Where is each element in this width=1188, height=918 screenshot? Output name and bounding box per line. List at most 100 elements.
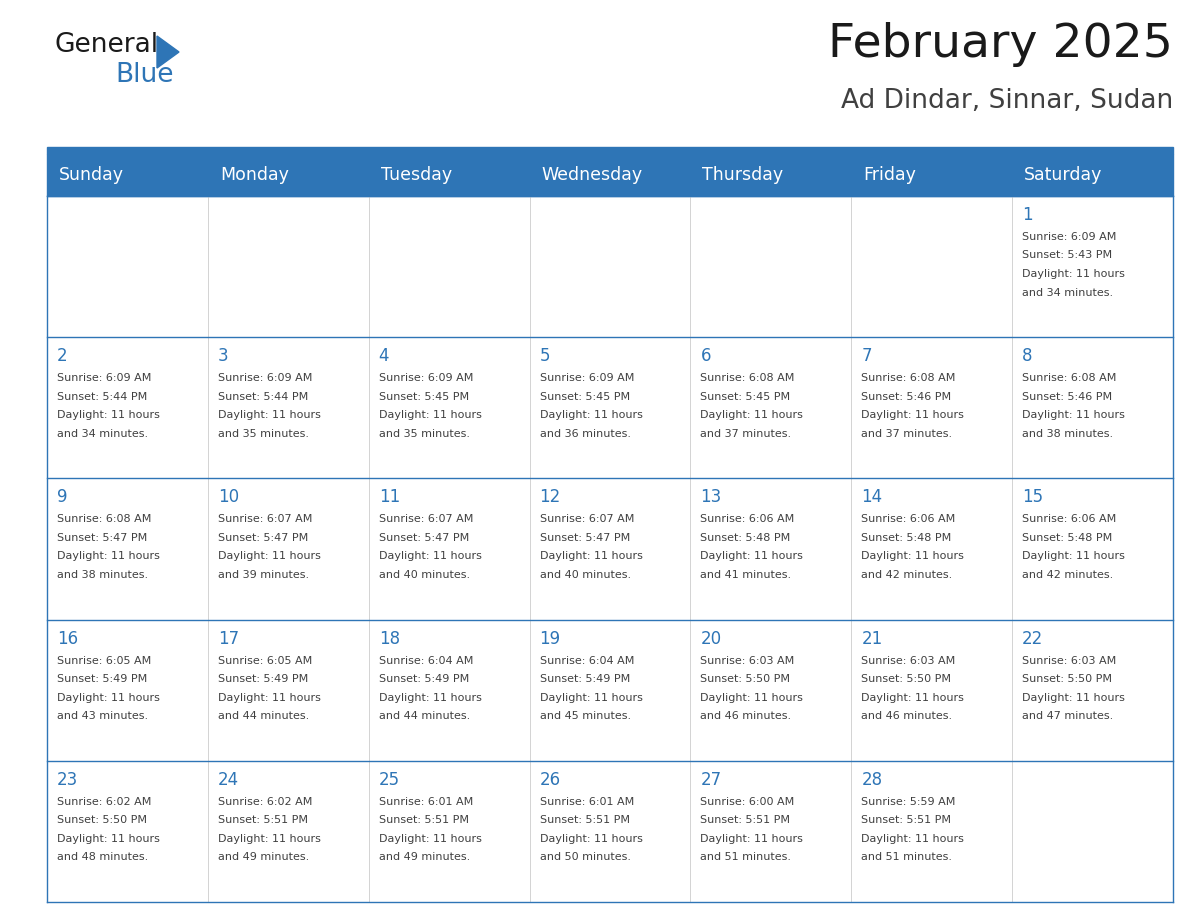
Text: and 37 minutes.: and 37 minutes. bbox=[861, 429, 953, 439]
Text: and 38 minutes.: and 38 minutes. bbox=[1022, 429, 1113, 439]
Bar bbox=[208, 761, 368, 902]
Bar bbox=[48, 478, 208, 620]
Text: Daylight: 11 hours: Daylight: 11 hours bbox=[217, 834, 321, 844]
Bar bbox=[368, 620, 530, 761]
Text: and 38 minutes.: and 38 minutes. bbox=[57, 570, 148, 580]
Text: and 51 minutes.: and 51 minutes. bbox=[861, 852, 953, 862]
Text: Daylight: 11 hours: Daylight: 11 hours bbox=[217, 552, 321, 562]
Text: Saturday: Saturday bbox=[1024, 166, 1102, 184]
Text: and 44 minutes.: and 44 minutes. bbox=[217, 711, 309, 722]
Text: 12: 12 bbox=[539, 488, 561, 507]
Bar bbox=[852, 196, 1012, 337]
Text: and 35 minutes.: and 35 minutes. bbox=[379, 429, 469, 439]
Text: Sunset: 5:49 PM: Sunset: 5:49 PM bbox=[57, 674, 147, 684]
Text: 15: 15 bbox=[1022, 488, 1043, 507]
Text: Sunrise: 6:06 AM: Sunrise: 6:06 AM bbox=[1022, 514, 1117, 524]
Text: Daylight: 11 hours: Daylight: 11 hours bbox=[701, 552, 803, 562]
Bar bbox=[1012, 478, 1173, 620]
Text: Sunrise: 6:05 AM: Sunrise: 6:05 AM bbox=[57, 655, 151, 666]
Text: and 46 minutes.: and 46 minutes. bbox=[861, 711, 953, 722]
Text: Sunset: 5:47 PM: Sunset: 5:47 PM bbox=[57, 533, 147, 543]
Text: 17: 17 bbox=[217, 630, 239, 647]
Text: 7: 7 bbox=[861, 347, 872, 365]
Text: and 43 minutes.: and 43 minutes. bbox=[57, 711, 148, 722]
Text: and 36 minutes.: and 36 minutes. bbox=[539, 429, 631, 439]
Bar bbox=[1012, 620, 1173, 761]
Text: Tuesday: Tuesday bbox=[380, 166, 451, 184]
Text: Daylight: 11 hours: Daylight: 11 hours bbox=[861, 552, 965, 562]
Text: 2: 2 bbox=[57, 347, 68, 365]
Text: and 48 minutes.: and 48 minutes. bbox=[57, 852, 148, 862]
Bar bbox=[690, 337, 852, 478]
Bar bbox=[48, 154, 1173, 196]
Bar bbox=[208, 196, 368, 337]
Text: Friday: Friday bbox=[864, 166, 916, 184]
Text: Sunset: 5:45 PM: Sunset: 5:45 PM bbox=[701, 392, 790, 402]
Bar bbox=[1012, 761, 1173, 902]
Text: 21: 21 bbox=[861, 630, 883, 647]
Text: Sunset: 5:49 PM: Sunset: 5:49 PM bbox=[217, 674, 308, 684]
Bar bbox=[368, 196, 530, 337]
Text: Daylight: 11 hours: Daylight: 11 hours bbox=[217, 410, 321, 420]
Bar bbox=[208, 620, 368, 761]
Text: Sunrise: 6:01 AM: Sunrise: 6:01 AM bbox=[379, 797, 473, 807]
Text: 3: 3 bbox=[217, 347, 228, 365]
Text: Daylight: 11 hours: Daylight: 11 hours bbox=[539, 692, 643, 702]
Bar bbox=[208, 478, 368, 620]
Text: 11: 11 bbox=[379, 488, 400, 507]
Text: Daylight: 11 hours: Daylight: 11 hours bbox=[539, 552, 643, 562]
Text: Daylight: 11 hours: Daylight: 11 hours bbox=[701, 692, 803, 702]
Text: and 45 minutes.: and 45 minutes. bbox=[539, 711, 631, 722]
Text: Sunrise: 6:09 AM: Sunrise: 6:09 AM bbox=[217, 374, 312, 383]
Bar bbox=[852, 761, 1012, 902]
Text: 28: 28 bbox=[861, 771, 883, 789]
Text: 6: 6 bbox=[701, 347, 710, 365]
Bar bbox=[48, 337, 208, 478]
Text: 18: 18 bbox=[379, 630, 400, 647]
Text: Daylight: 11 hours: Daylight: 11 hours bbox=[701, 834, 803, 844]
Text: 13: 13 bbox=[701, 488, 721, 507]
Text: Sunrise: 6:09 AM: Sunrise: 6:09 AM bbox=[539, 374, 634, 383]
Text: and 49 minutes.: and 49 minutes. bbox=[217, 852, 309, 862]
Text: Sunrise: 6:01 AM: Sunrise: 6:01 AM bbox=[539, 797, 634, 807]
Text: Sunset: 5:51 PM: Sunset: 5:51 PM bbox=[701, 815, 790, 825]
Text: Daylight: 11 hours: Daylight: 11 hours bbox=[379, 834, 481, 844]
Text: Sunset: 5:46 PM: Sunset: 5:46 PM bbox=[1022, 392, 1112, 402]
Text: Sunrise: 6:09 AM: Sunrise: 6:09 AM bbox=[379, 374, 473, 383]
Text: and 44 minutes.: and 44 minutes. bbox=[379, 711, 470, 722]
Text: Sunrise: 6:04 AM: Sunrise: 6:04 AM bbox=[379, 655, 473, 666]
Text: Daylight: 11 hours: Daylight: 11 hours bbox=[379, 552, 481, 562]
Text: Sunset: 5:51 PM: Sunset: 5:51 PM bbox=[861, 815, 952, 825]
Bar bbox=[852, 337, 1012, 478]
Text: Sunrise: 6:00 AM: Sunrise: 6:00 AM bbox=[701, 797, 795, 807]
Text: 22: 22 bbox=[1022, 630, 1043, 647]
Text: and 37 minutes.: and 37 minutes. bbox=[701, 429, 791, 439]
Bar bbox=[852, 620, 1012, 761]
Text: Sunset: 5:50 PM: Sunset: 5:50 PM bbox=[1022, 674, 1112, 684]
Text: Sunset: 5:44 PM: Sunset: 5:44 PM bbox=[57, 392, 147, 402]
Text: Sunrise: 6:08 AM: Sunrise: 6:08 AM bbox=[1022, 374, 1117, 383]
Bar bbox=[1012, 337, 1173, 478]
Text: and 34 minutes.: and 34 minutes. bbox=[57, 429, 148, 439]
Text: Daylight: 11 hours: Daylight: 11 hours bbox=[539, 410, 643, 420]
Text: 23: 23 bbox=[57, 771, 78, 789]
Bar bbox=[1012, 196, 1173, 337]
Text: Sunset: 5:51 PM: Sunset: 5:51 PM bbox=[539, 815, 630, 825]
Text: and 39 minutes.: and 39 minutes. bbox=[217, 570, 309, 580]
Text: Sunrise: 6:04 AM: Sunrise: 6:04 AM bbox=[539, 655, 634, 666]
Bar bbox=[208, 337, 368, 478]
Text: Daylight: 11 hours: Daylight: 11 hours bbox=[57, 410, 160, 420]
Text: Daylight: 11 hours: Daylight: 11 hours bbox=[1022, 552, 1125, 562]
Text: 19: 19 bbox=[539, 630, 561, 647]
Text: Daylight: 11 hours: Daylight: 11 hours bbox=[861, 834, 965, 844]
Text: Sunrise: 6:06 AM: Sunrise: 6:06 AM bbox=[701, 514, 795, 524]
Text: Blue: Blue bbox=[115, 62, 173, 88]
Text: Sunday: Sunday bbox=[59, 166, 124, 184]
Text: and 41 minutes.: and 41 minutes. bbox=[701, 570, 791, 580]
Text: Sunrise: 6:09 AM: Sunrise: 6:09 AM bbox=[1022, 232, 1117, 242]
Text: Sunrise: 6:08 AM: Sunrise: 6:08 AM bbox=[861, 374, 955, 383]
Text: 14: 14 bbox=[861, 488, 883, 507]
Text: and 47 minutes.: and 47 minutes. bbox=[1022, 711, 1113, 722]
Text: Sunrise: 6:07 AM: Sunrise: 6:07 AM bbox=[539, 514, 634, 524]
Text: 16: 16 bbox=[57, 630, 78, 647]
